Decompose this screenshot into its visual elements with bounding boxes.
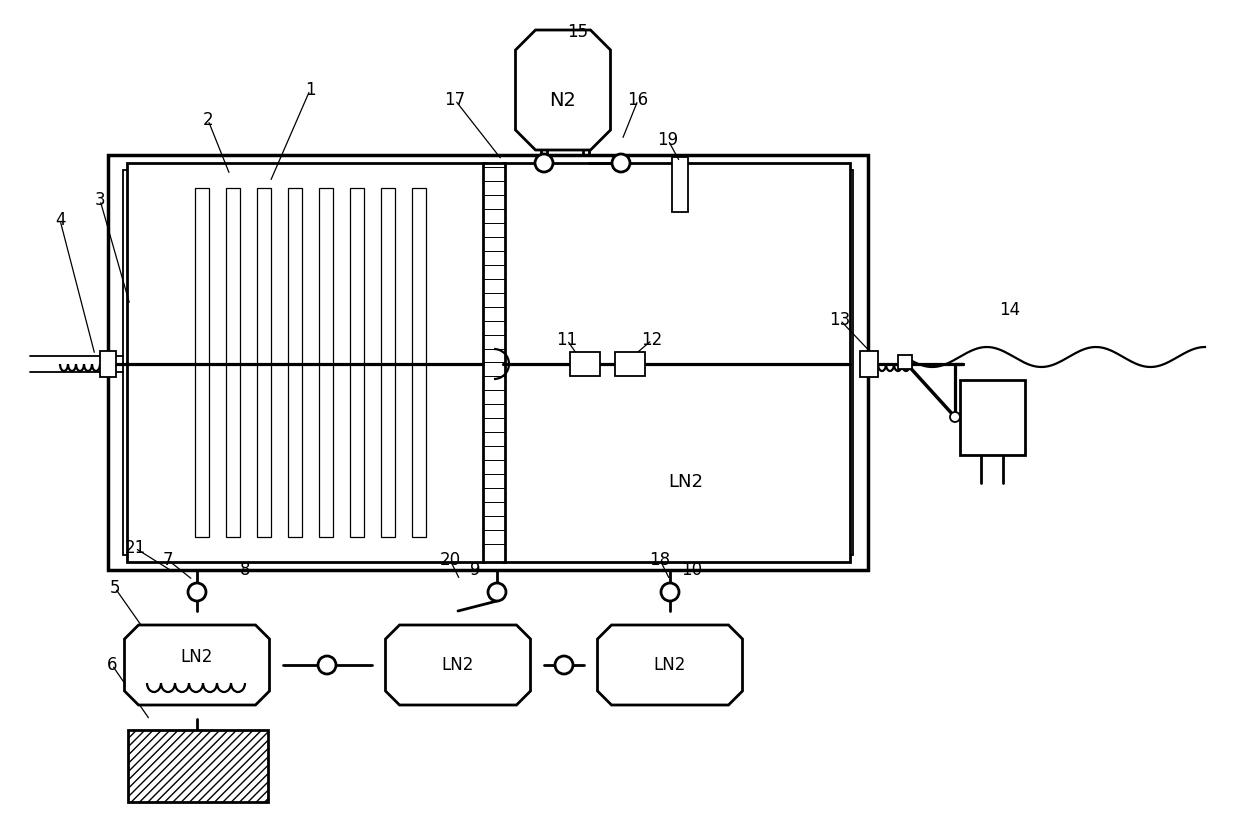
Text: 15: 15 [568, 23, 589, 41]
Text: 19: 19 [657, 131, 678, 149]
Text: N2: N2 [549, 91, 577, 110]
Bar [108, 155, 868, 570]
Bar [381, 188, 396, 537]
Bar [898, 355, 911, 369]
Text: 12: 12 [641, 331, 662, 349]
Bar [570, 352, 600, 376]
Bar [257, 188, 272, 537]
Bar [412, 188, 427, 537]
Bar [226, 188, 241, 537]
Text: LN2: LN2 [181, 648, 213, 666]
Text: 17: 17 [444, 91, 465, 109]
Bar [960, 380, 1025, 455]
Text: LN2: LN2 [441, 656, 474, 674]
Text: 5: 5 [110, 579, 120, 597]
Polygon shape [598, 625, 743, 705]
Circle shape [534, 154, 553, 172]
Bar [861, 351, 878, 377]
Text: 20: 20 [439, 551, 460, 569]
Text: 13: 13 [830, 311, 851, 329]
Polygon shape [386, 625, 531, 705]
Bar [615, 352, 645, 376]
Circle shape [613, 154, 630, 172]
Text: 9: 9 [470, 561, 480, 579]
Circle shape [556, 656, 573, 674]
Text: 8: 8 [239, 561, 250, 579]
Circle shape [188, 583, 206, 601]
Bar [319, 188, 334, 537]
Text: LN2: LN2 [668, 473, 703, 491]
Bar [350, 188, 365, 537]
Text: 21: 21 [124, 539, 145, 557]
Bar [123, 170, 853, 555]
Text: 16: 16 [627, 91, 649, 109]
Circle shape [489, 583, 506, 601]
Text: 18: 18 [650, 551, 671, 569]
Bar [484, 163, 505, 562]
Circle shape [950, 412, 960, 422]
Text: 6: 6 [107, 656, 118, 674]
Polygon shape [124, 625, 269, 705]
Text: 11: 11 [557, 331, 578, 349]
Circle shape [317, 656, 336, 674]
Bar [672, 157, 688, 212]
Text: 4: 4 [55, 211, 66, 229]
Circle shape [661, 583, 680, 601]
Bar [288, 188, 303, 537]
Polygon shape [516, 30, 610, 150]
Text: 1: 1 [305, 81, 315, 99]
Text: 10: 10 [682, 561, 703, 579]
Bar [503, 163, 849, 562]
Text: LN2: LN2 [653, 656, 686, 674]
Text: 14: 14 [999, 301, 1021, 319]
Text: 3: 3 [94, 191, 105, 209]
Text: 7: 7 [162, 551, 174, 569]
Bar [126, 163, 485, 562]
Bar [195, 188, 210, 537]
Bar [100, 351, 117, 377]
Text: 2: 2 [202, 111, 213, 129]
Bar [128, 730, 268, 802]
